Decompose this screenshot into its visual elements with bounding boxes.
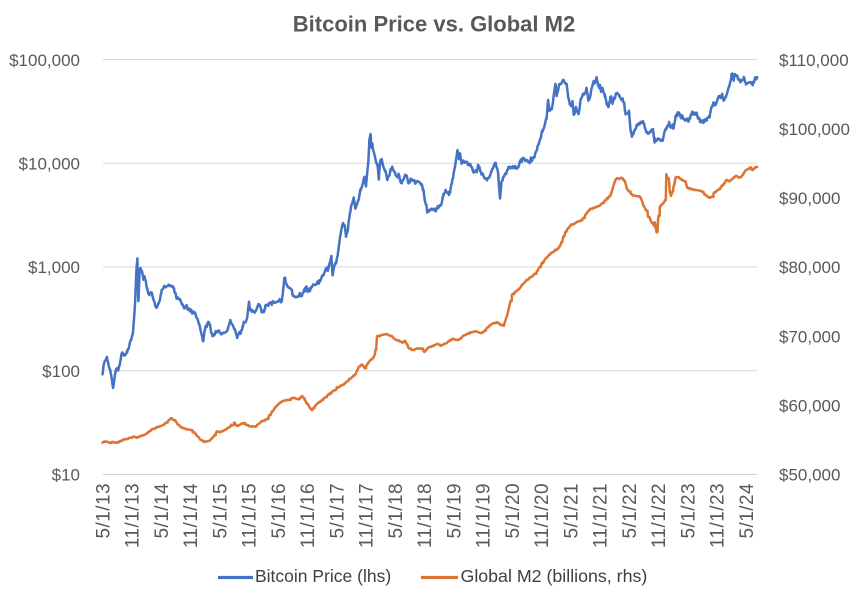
svg-text:11/1/16: 11/1/16 — [298, 483, 319, 548]
svg-text:11/1/22: 11/1/22 — [649, 483, 670, 548]
svg-text:$100,000: $100,000 — [779, 120, 850, 139]
svg-text:5/1/22: 5/1/22 — [620, 483, 641, 539]
svg-text:5/1/19: 5/1/19 — [444, 483, 465, 539]
svg-text:$10: $10 — [52, 466, 80, 485]
svg-text:Bitcoin Price (lhs): Bitcoin Price (lhs) — [255, 566, 391, 586]
svg-text:11/1/23: 11/1/23 — [708, 483, 729, 548]
svg-text:5/1/15: 5/1/15 — [210, 483, 231, 539]
svg-text:$80,000: $80,000 — [779, 258, 840, 277]
svg-text:5/1/18: 5/1/18 — [386, 483, 407, 539]
svg-text:5/1/24: 5/1/24 — [737, 483, 758, 539]
svg-text:11/1/19: 11/1/19 — [474, 483, 495, 548]
svg-text:$70,000: $70,000 — [779, 327, 840, 346]
svg-text:$100: $100 — [42, 362, 80, 381]
svg-text:$1,000: $1,000 — [28, 258, 80, 277]
svg-text:11/1/21: 11/1/21 — [591, 483, 612, 548]
svg-text:$100,000: $100,000 — [9, 51, 80, 70]
svg-text:5/1/20: 5/1/20 — [503, 483, 524, 539]
svg-text:$90,000: $90,000 — [779, 189, 840, 208]
svg-text:11/1/14: 11/1/14 — [181, 483, 202, 548]
svg-text:5/1/23: 5/1/23 — [678, 483, 699, 539]
svg-text:5/1/14: 5/1/14 — [152, 483, 173, 539]
svg-text:11/1/17: 11/1/17 — [357, 483, 378, 548]
svg-text:$10,000: $10,000 — [19, 155, 80, 174]
svg-text:Global M2 (billions, rhs): Global M2 (billions, rhs) — [461, 566, 648, 586]
svg-text:11/1/18: 11/1/18 — [415, 483, 436, 548]
svg-text:5/1/21: 5/1/21 — [561, 483, 582, 539]
svg-text:Bitcoin Price vs. Global M2: Bitcoin Price vs. Global M2 — [293, 12, 575, 37]
svg-text:$110,000: $110,000 — [779, 51, 849, 70]
svg-text:5/1/13: 5/1/13 — [93, 483, 114, 539]
svg-text:$50,000: $50,000 — [779, 466, 840, 485]
svg-text:5/1/17: 5/1/17 — [327, 483, 348, 539]
svg-text:11/1/13: 11/1/13 — [123, 483, 144, 548]
svg-text:$60,000: $60,000 — [779, 397, 840, 416]
svg-text:5/1/16: 5/1/16 — [269, 483, 290, 539]
svg-text:11/1/20: 11/1/20 — [532, 483, 553, 548]
svg-text:11/1/15: 11/1/15 — [240, 483, 261, 548]
